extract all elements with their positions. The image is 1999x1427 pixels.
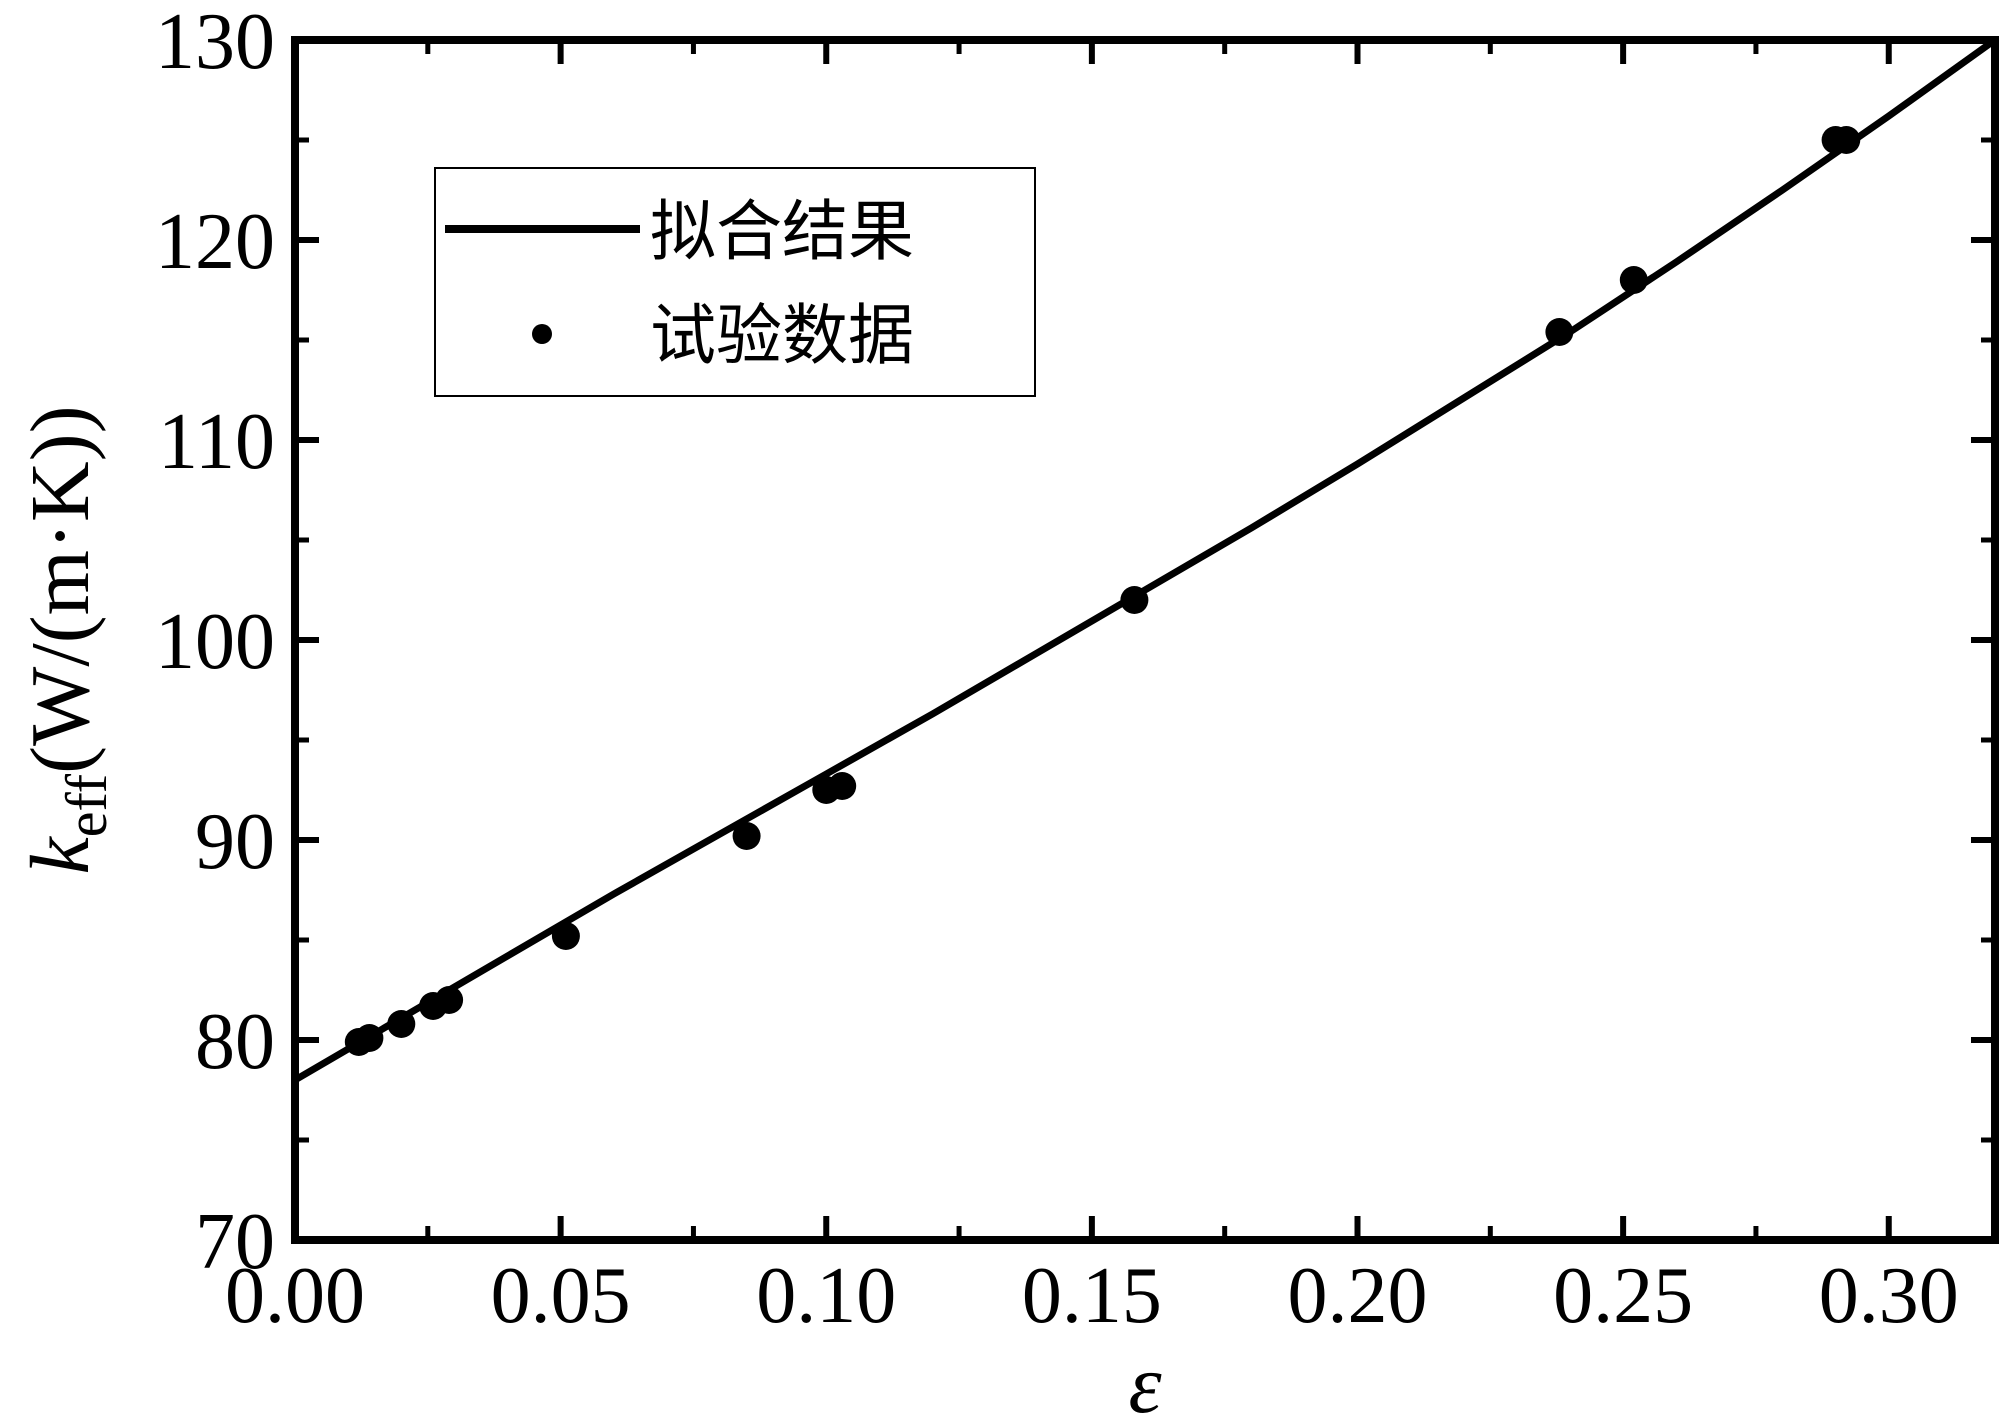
y-axis-title: keff(W/(m·K)) [14,405,119,874]
data-point [1545,318,1574,346]
data-point [1832,126,1861,154]
data-point [355,1024,384,1052]
legend-label-data: 试验数据 [650,297,914,374]
data-point [1619,266,1648,294]
x-tick-label: 0.15 [1022,1252,1162,1340]
y-tick-label: 130 [155,0,275,86]
x-tick-label: 0.25 [1553,1252,1693,1340]
data-point [387,1010,416,1038]
x-tick-label: 0.30 [1819,1252,1959,1340]
data-point [1120,586,1149,614]
x-tick-label: 0.10 [756,1252,896,1340]
y-tick-label: 90 [195,798,275,886]
y-tick-label: 80 [195,998,275,1086]
fit-line [295,40,1995,1084]
data-point [435,986,464,1014]
plot-area [295,40,1995,1084]
y-axis-subscript: eff [54,773,119,837]
axes: 0.00 0.05 0.10 0.15 0.20 0.25 0.30 70 80 90 100 110… [14,0,1999,1427]
data-point [732,822,761,850]
data-point [551,922,580,950]
x-tick-label: 0.00 [225,1252,365,1340]
y-axis-symbol: k [14,836,107,875]
data-point [828,772,857,800]
y-tick-label: 120 [155,198,275,286]
legend-marker-swatch [532,324,552,344]
y-tick-label: 110 [158,398,275,486]
y-axis-unit: (W/(m·K)) [14,405,107,773]
x-axis-title: ε [1128,1338,1162,1427]
x-tick-label: 0.20 [1288,1252,1428,1340]
legend-label-fit: 拟合结果 [650,193,914,270]
y-tick-label: 70 [195,1198,275,1286]
y-tick-label: 100 [155,598,275,686]
x-tick-label: 0.05 [491,1252,631,1340]
legend-box [434,167,1036,397]
